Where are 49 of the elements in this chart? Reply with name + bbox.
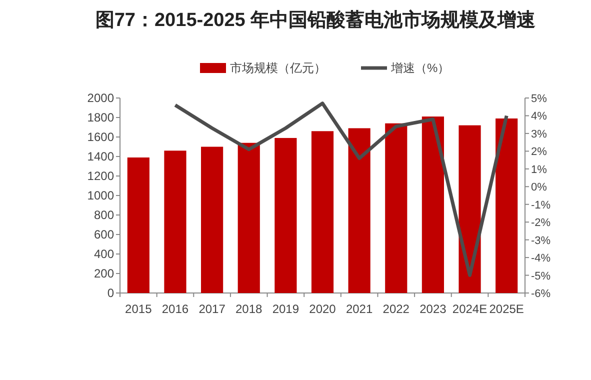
y2-tick-label: -6% <box>531 288 551 300</box>
x-tick-label: 2022 <box>382 302 410 316</box>
y2-tick-label: 2% <box>531 146 548 158</box>
x-tick-label: 2024E <box>452 302 488 316</box>
y2-tick-label: 3% <box>531 128 548 140</box>
y-tick-label: 0 <box>107 286 114 300</box>
bar <box>201 146 224 293</box>
y-tick-label: 1800 <box>87 110 114 124</box>
y-tick-label: 600 <box>94 228 114 242</box>
y2-tick-label: -1% <box>531 199 551 212</box>
y2-tick-label: 0% <box>531 182 548 194</box>
x-tick-label: 2025E <box>489 302 524 316</box>
y2-tick-label: -4% <box>531 252 551 265</box>
x-tick-label: 2016 <box>162 302 189 316</box>
y2-tick-label: 4% <box>531 110 548 123</box>
x-tick-label: 2015 <box>125 302 152 316</box>
chart-title: 图77：2015-2025 年中国铅酸蓄电池市场规模及增速 <box>95 9 536 31</box>
bar <box>496 118 518 293</box>
y-tick-label: 1000 <box>87 188 114 202</box>
y2-tick-label: -3% <box>531 234 551 247</box>
y2-tick-label: -5% <box>531 270 551 282</box>
legend-label: 增速（%） <box>390 61 450 75</box>
bar <box>238 142 260 293</box>
x-tick-label: 2018 <box>236 302 263 316</box>
bar <box>311 131 334 293</box>
y-tick-label: 1400 <box>87 150 114 164</box>
y2-tick-label: -2% <box>531 217 551 230</box>
x-tick-label: 2019 <box>272 302 300 316</box>
y-tick-label: 200 <box>94 266 114 280</box>
bar <box>127 157 150 293</box>
bar <box>458 125 481 293</box>
line-series <box>173 102 508 278</box>
bar <box>348 128 370 293</box>
bar <box>385 123 408 293</box>
y2-tick-label: 1% <box>531 164 548 176</box>
x-tick-label: 2020 <box>309 302 336 316</box>
bar <box>422 116 444 293</box>
y-tick-label: 1600 <box>87 130 114 144</box>
y-tick-label: 800 <box>94 208 114 222</box>
x-tick-label: 2021 <box>346 302 373 316</box>
y-tick-label: 1200 <box>87 169 114 183</box>
x-tick-label: 2017 <box>198 302 226 316</box>
y-tick-label: 400 <box>94 247 114 261</box>
bar <box>164 150 186 293</box>
y-tick-label: 2000 <box>87 91 114 105</box>
bar <box>274 138 297 293</box>
x-tick-label: 2023 <box>420 302 447 316</box>
y2-tick-label: 5% <box>531 93 548 105</box>
legend-label: 市场规模（亿元） <box>230 61 326 75</box>
